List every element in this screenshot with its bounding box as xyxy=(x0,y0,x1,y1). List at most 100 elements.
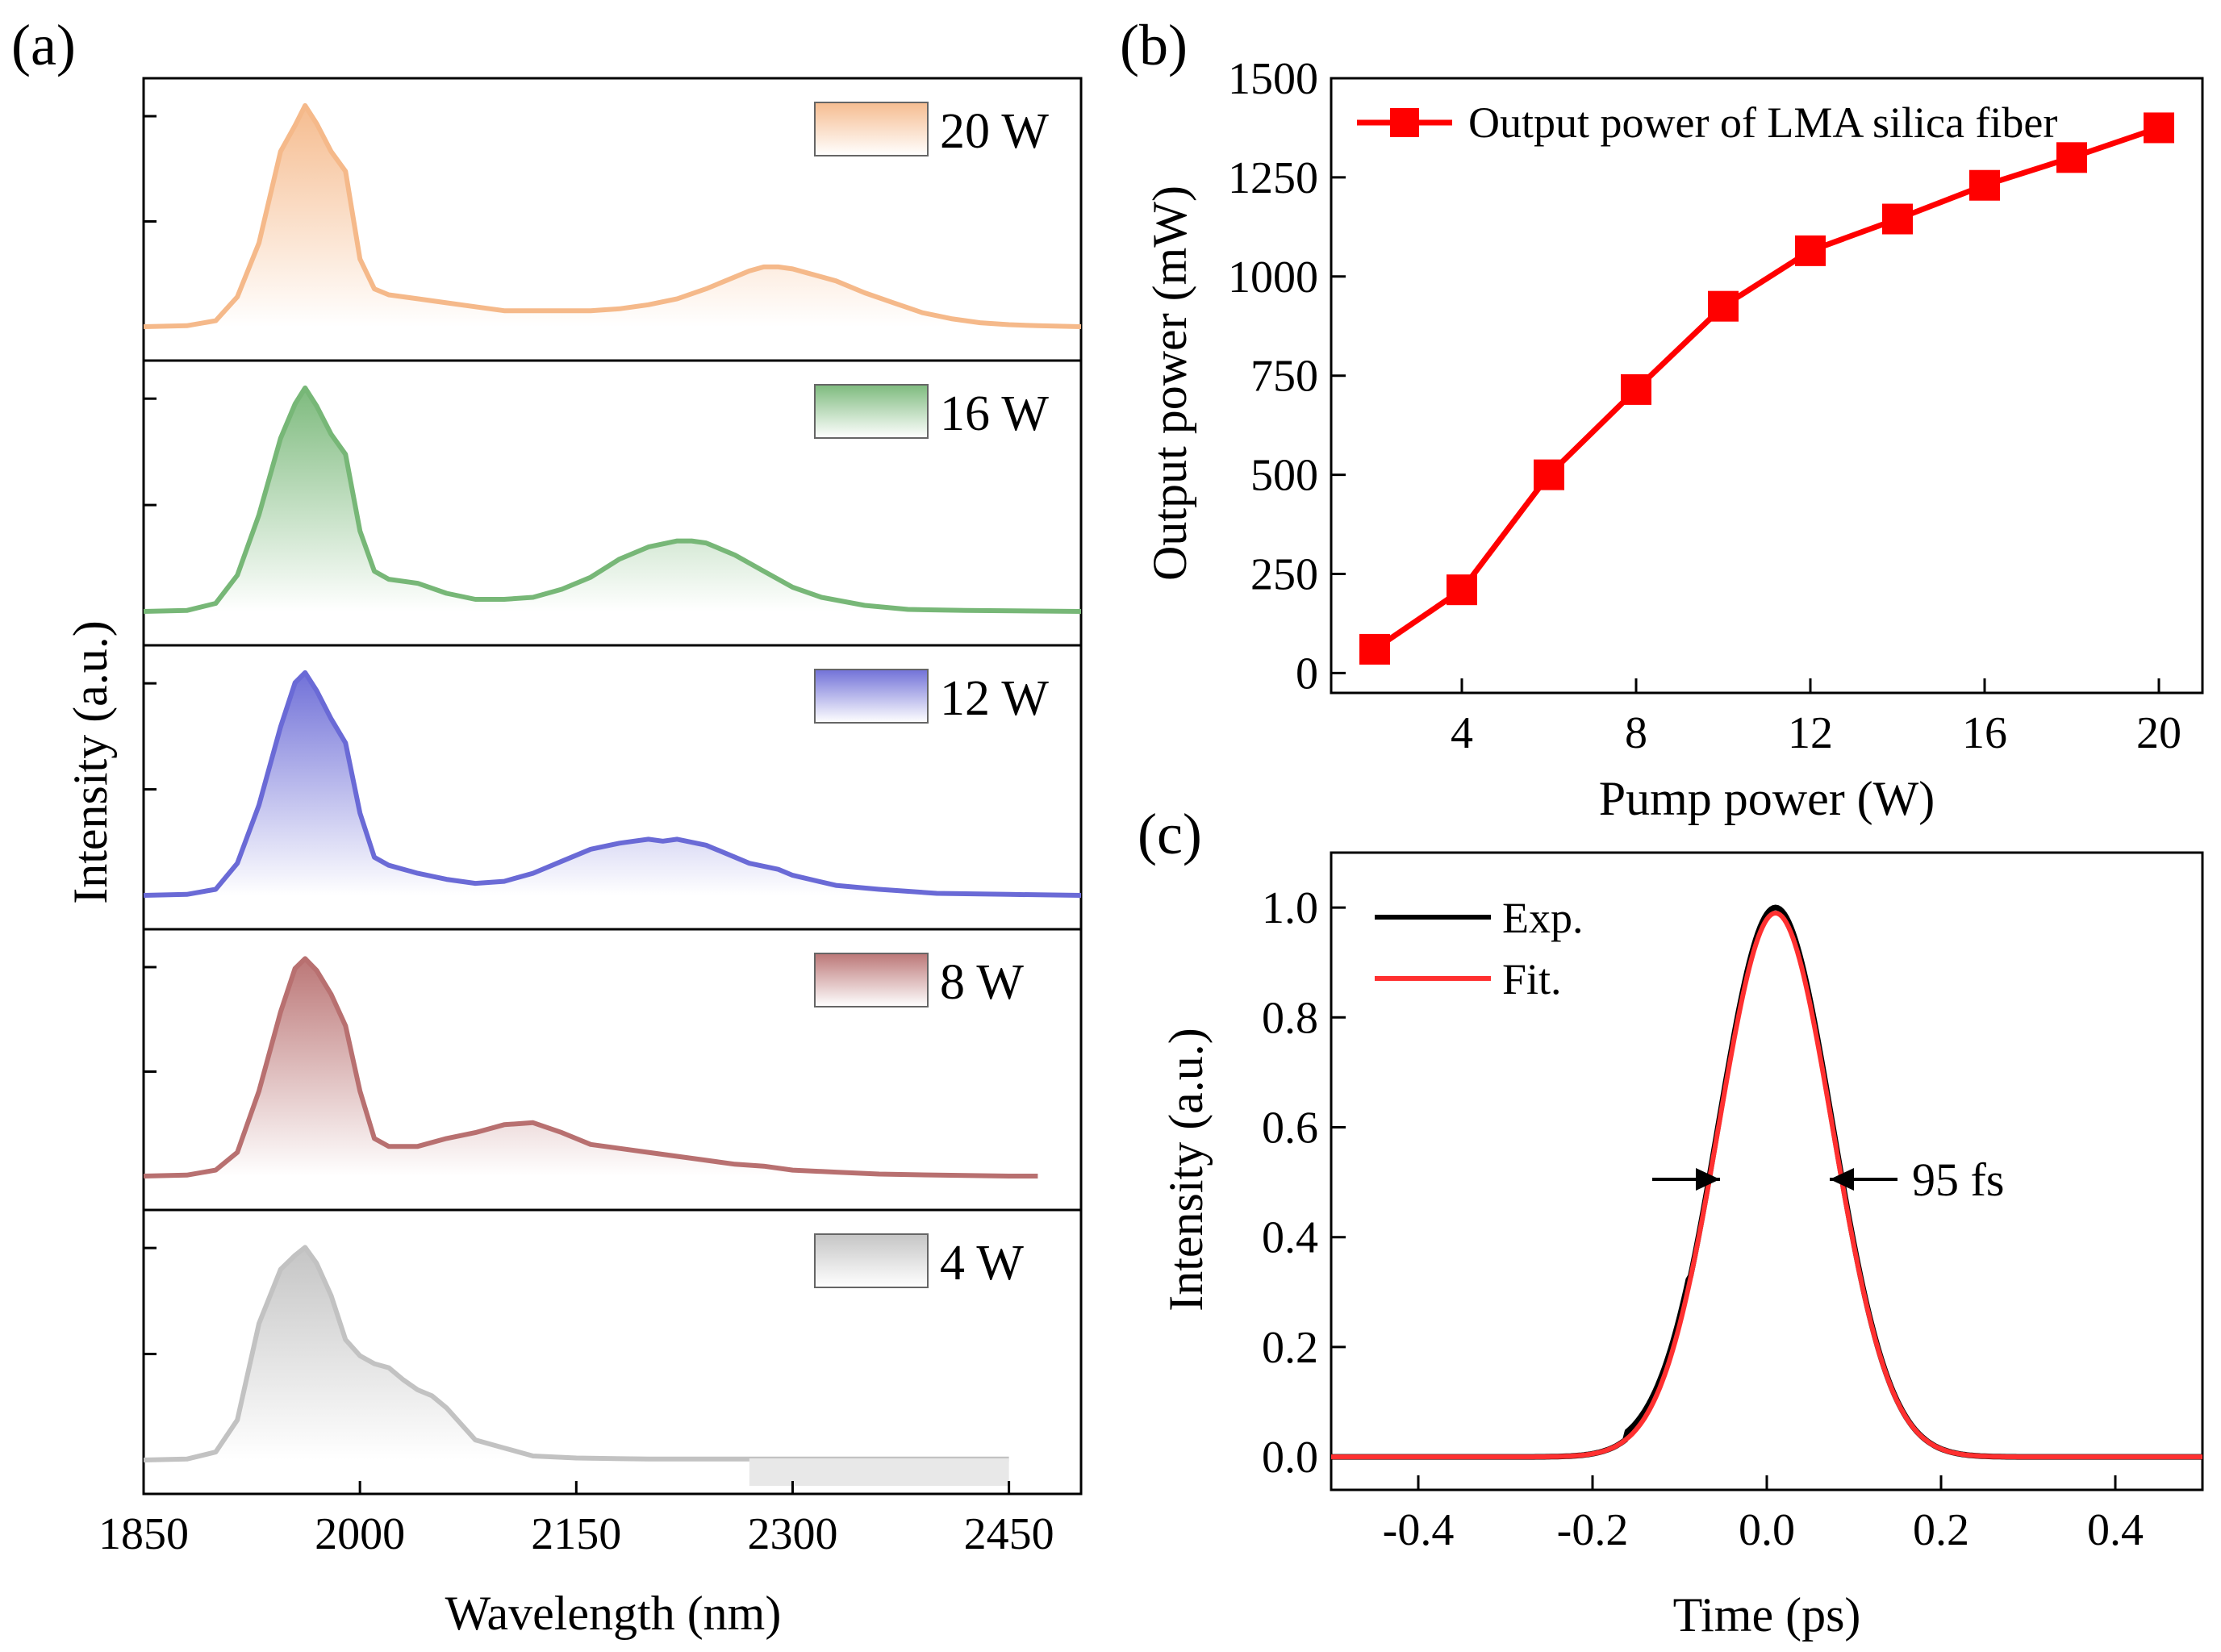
c-x-tick-label: -0.4 xyxy=(1383,1505,1455,1555)
output-power-point xyxy=(1795,235,1826,266)
power-label: 20 W xyxy=(940,104,1049,159)
spectrum-strip-8w: 8 W xyxy=(142,928,1083,1212)
a-x-tick-label: 2150 xyxy=(531,1509,621,1559)
spectrum-strip-12w: 12 W xyxy=(142,644,1083,931)
spectrum-strip-16w: 16 W xyxy=(142,359,1083,647)
c-legend: Exp. Fit. xyxy=(1375,894,1584,1003)
output-power-point xyxy=(1969,169,2000,201)
c-fwhm-annotation: 95 fs xyxy=(1652,1153,2004,1206)
power-label: 4 W xyxy=(940,1236,1024,1291)
c-x-tick-label: 0.0 xyxy=(1739,1505,1795,1555)
a-y-axis-title: Intensity (a.u.) xyxy=(64,620,117,904)
b-x-tick-label: 12 xyxy=(1788,708,1833,758)
b-legend-label: Output power of LMA silica fiber xyxy=(1468,98,2057,147)
panel-a-tag: (a) xyxy=(11,13,76,77)
spectrum-strip-20w: 20 W xyxy=(142,77,1083,362)
b-x-tick-label: 16 xyxy=(1962,708,2007,758)
spectrum-fill xyxy=(144,672,1081,895)
c-y-tick-label: 0.0 xyxy=(1262,1433,1318,1483)
b-y-tick-label: 0 xyxy=(1296,649,1318,699)
output-power-point xyxy=(1708,290,1739,322)
c-x-axis-title: Time (ps) xyxy=(1673,1588,1861,1642)
power-label: 16 W xyxy=(940,386,1049,441)
b-y-ticks: 0 250 500 750 1000 1250 1500 xyxy=(1228,54,1346,699)
c-x-tick-label: 0.4 xyxy=(2087,1505,2144,1555)
b-x-tick-label: 8 xyxy=(1625,708,1647,758)
c-y-tick-label: 1.0 xyxy=(1262,883,1318,933)
output-power-point xyxy=(2056,142,2087,173)
c-y-tick-label: 0.2 xyxy=(1262,1323,1318,1373)
spectrum-line xyxy=(143,670,1082,898)
c-y-tick-label: 0.8 xyxy=(1262,993,1318,1043)
c-y-tick-label: 0.6 xyxy=(1262,1103,1318,1153)
a-x-tick-label: 1850 xyxy=(98,1509,189,1559)
b-y-tick-label: 1250 xyxy=(1228,153,1318,203)
power-legend-swatch xyxy=(814,669,929,724)
b-series xyxy=(1359,112,2174,665)
b-y-tick-label: 500 xyxy=(1250,451,1318,501)
c-y-ticks: 0.0 0.2 0.4 0.6 0.8 1.0 xyxy=(1262,883,1346,1483)
spectra-strips: 20 W 16 W 12 W 8 W 4 W xyxy=(142,77,1083,1496)
b-x-tick-label: 20 xyxy=(2136,708,2181,758)
a-x-tick-label: 2000 xyxy=(315,1509,405,1559)
b-y-axis-title: Output power (mW) xyxy=(1143,186,1196,581)
a-x-ticks: 1850 2000 2150 2300 2450 xyxy=(98,1481,1054,1559)
exp-trace xyxy=(1331,904,2202,1460)
power-legend-swatch xyxy=(814,1233,929,1288)
output-power-point xyxy=(1447,574,1477,606)
c-y-tick-label: 0.4 xyxy=(1262,1213,1318,1263)
b-legend-marker xyxy=(1390,108,1419,137)
b-y-tick-label: 250 xyxy=(1250,550,1318,600)
power-legend-swatch xyxy=(814,953,929,1007)
c-y-axis-title: Intensity (a.u.) xyxy=(1159,1028,1213,1312)
fwhm-left-arrow-head xyxy=(1696,1168,1720,1191)
c-legend-exp-label: Exp. xyxy=(1502,894,1584,942)
spectrum-line xyxy=(143,1245,1009,1462)
a-x-axis-title: Wavelength (nm) xyxy=(445,1587,782,1640)
b-legend: Output power of LMA silica fiber xyxy=(1357,98,2057,147)
power-label: 12 W xyxy=(940,671,1049,726)
power-legend-swatch xyxy=(814,384,929,439)
spectrum-line xyxy=(143,385,1082,614)
c-plot-frame xyxy=(1330,851,2204,1491)
output-power-point xyxy=(1534,459,1564,490)
spectrum-fill xyxy=(144,105,1081,327)
a-x-tick-label: 2300 xyxy=(747,1509,837,1559)
panel-b-tag: (b) xyxy=(1120,13,1188,77)
panel-c-autocorrelation: (c) -0.4 -0.2 0.0 0.2 0.4 0.0 0.2 0.4 0.6 0.8 1.0… xyxy=(1138,802,2204,1642)
b-x-ticks: 4 8 12 16 20 xyxy=(1451,678,2181,758)
c-x-ticks: -0.4 -0.2 0.0 0.2 0.4 xyxy=(1383,1475,2144,1555)
output-power-point xyxy=(1359,633,1390,665)
panel-c-tag: (c) xyxy=(1138,802,1202,866)
output-power-point xyxy=(1882,203,1913,235)
panel-a-spectra: (a) 20 W 16 W 12 W 8 W 4 W 1850 2000 2150 2300 2… xyxy=(11,13,1083,1640)
fwhm-label: 95 fs xyxy=(1912,1153,2004,1206)
spectrum-line xyxy=(143,956,1038,1179)
b-x-axis-title: Pump power (W) xyxy=(1599,772,1935,825)
b-y-tick-label: 1500 xyxy=(1228,54,1318,104)
output-power-point xyxy=(2144,112,2174,144)
output-power-line xyxy=(1373,125,2160,652)
spectrum-fill xyxy=(144,1247,1009,1460)
b-plot-frame xyxy=(1330,77,2204,695)
power-legend-swatch xyxy=(814,102,929,156)
c-x-tick-label: 0.2 xyxy=(1913,1505,1969,1555)
b-y-tick-label: 750 xyxy=(1250,352,1318,402)
c-x-tick-label: -0.2 xyxy=(1557,1505,1629,1555)
c-legend-fit-label: Fit. xyxy=(1502,955,1562,1003)
power-label: 8 W xyxy=(940,955,1024,1010)
b-x-tick-label: 4 xyxy=(1451,708,1473,758)
panel-b-output-power: (b) 4 8 12 16 20 0 250 500 750 1000 1250 1500 Outp… xyxy=(1120,13,2204,825)
baseline-shade xyxy=(749,1458,1009,1486)
b-y-tick-label: 1000 xyxy=(1228,252,1318,302)
strip-frame xyxy=(142,1208,1083,1496)
output-power-point xyxy=(1621,373,1651,405)
spectrum-strip-4w: 4 W xyxy=(142,1208,1083,1496)
fwhm-right-arrow-head xyxy=(1830,1168,1854,1191)
spectrum-line xyxy=(143,102,1082,329)
fit-trace xyxy=(1331,910,2202,1460)
c-series xyxy=(1331,904,2202,1460)
spectrum-fill xyxy=(144,387,1081,611)
a-x-tick-label: 2450 xyxy=(964,1509,1054,1559)
